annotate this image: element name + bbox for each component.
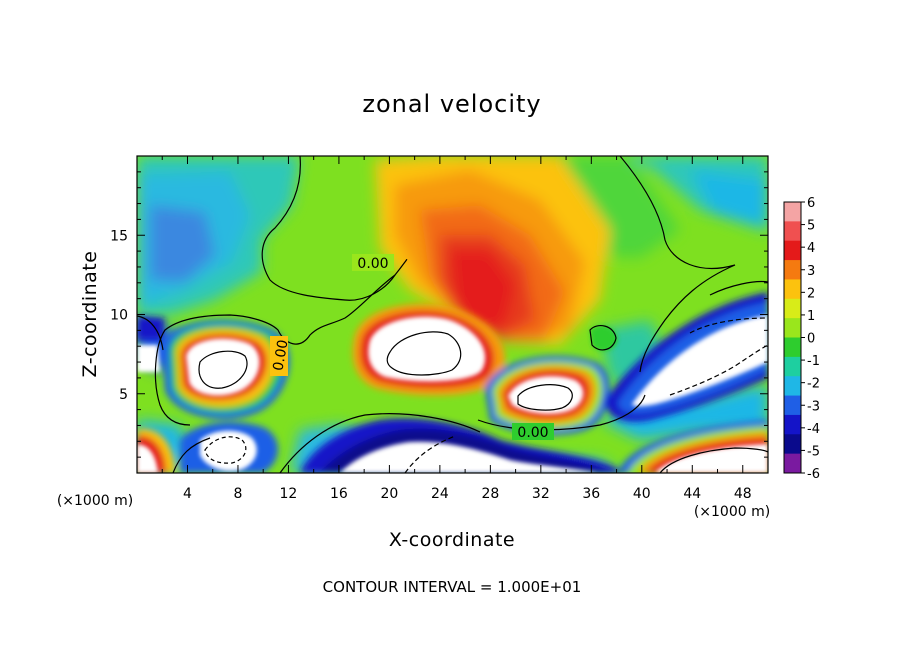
- colorbar-label: -4: [807, 422, 820, 437]
- y-tick-label: 5: [119, 387, 128, 403]
- contour-label-2: 0.00: [270, 339, 291, 372]
- colorbar-swatch: [784, 260, 801, 280]
- x-axis-unit-right: (×1000 m): [694, 504, 770, 520]
- colorbar-label: 2: [807, 286, 815, 301]
- x-axis-ticks: 4 8 12 16 20 24 28 32 36 40 44 48: [161, 156, 752, 502]
- colorbar-swatch: [784, 356, 801, 377]
- colorbar-swatch: [784, 202, 801, 222]
- contour-interval-footer: CONTOUR INTERVAL = 1.000E+01: [323, 578, 582, 596]
- contour-lines: [137, 156, 768, 473]
- contour-label-1: 0.00: [357, 256, 388, 272]
- x-tick-label: 44: [683, 486, 701, 502]
- colorbar-label: 1: [807, 309, 815, 324]
- colorbar-swatch: [784, 337, 801, 358]
- colorbar-label: -5: [807, 444, 820, 459]
- colorbar-label: 6: [807, 196, 815, 211]
- x-tick-label: 28: [481, 486, 499, 502]
- x-tick-label: 12: [280, 486, 298, 502]
- colorbar-label: -6: [807, 467, 820, 482]
- colorbar-swatch: [784, 376, 801, 397]
- colorbar-swatch: [784, 434, 801, 455]
- x-tick-label: 16: [330, 486, 348, 502]
- x-tick-label: 32: [532, 486, 550, 502]
- y-axis-ticks: 5 10 15: [110, 171, 768, 458]
- x-tick-label: 20: [380, 486, 398, 502]
- colorbar-label: 4: [807, 241, 815, 256]
- x-tick-label: 8: [233, 486, 242, 502]
- colorbar: 6 5 4 3 2 1 0 -1 -2 -3 -4 -5 -6: [783, 196, 820, 482]
- colorbar-swatch: [784, 414, 801, 435]
- x-axis-unit: (×1000 m): [57, 493, 133, 509]
- colorbar-swatch: [784, 240, 801, 261]
- colorbar-swatch: [784, 453, 801, 474]
- velocity-field: 0.00 0.00 0.00: [137, 156, 768, 473]
- colorbar-label: -1: [807, 354, 820, 369]
- colorbar-swatch: [784, 279, 801, 300]
- x-axis-title: X-coordinate: [389, 529, 515, 551]
- colorbar-swatch: [784, 298, 801, 319]
- colorbar-swatch: [784, 318, 801, 338]
- colorbar-swatch: [784, 221, 801, 242]
- y-tick-label: 15: [110, 228, 128, 244]
- colorbar-label: -3: [807, 399, 820, 414]
- y-tick-label: 10: [110, 308, 128, 324]
- x-tick-label: 4: [183, 486, 192, 502]
- contour-label-group: 0.00 0.00 0.00: [270, 254, 554, 441]
- x-tick-label: 24: [431, 486, 449, 502]
- colorbar-label: 5: [807, 219, 815, 234]
- x-tick-label: 36: [582, 486, 600, 502]
- chart-title: zonal velocity: [362, 90, 541, 118]
- contour-label-3: 0.00: [517, 425, 548, 441]
- colorbar-label: 0: [807, 332, 815, 347]
- colorbar-label: 3: [807, 264, 815, 279]
- colorbar-label: -2: [807, 377, 820, 392]
- y-axis-title: Z-coordinate: [79, 251, 101, 378]
- x-tick-label: 40: [633, 486, 651, 502]
- x-tick-label: 48: [734, 486, 752, 502]
- colorbar-swatch: [784, 395, 801, 416]
